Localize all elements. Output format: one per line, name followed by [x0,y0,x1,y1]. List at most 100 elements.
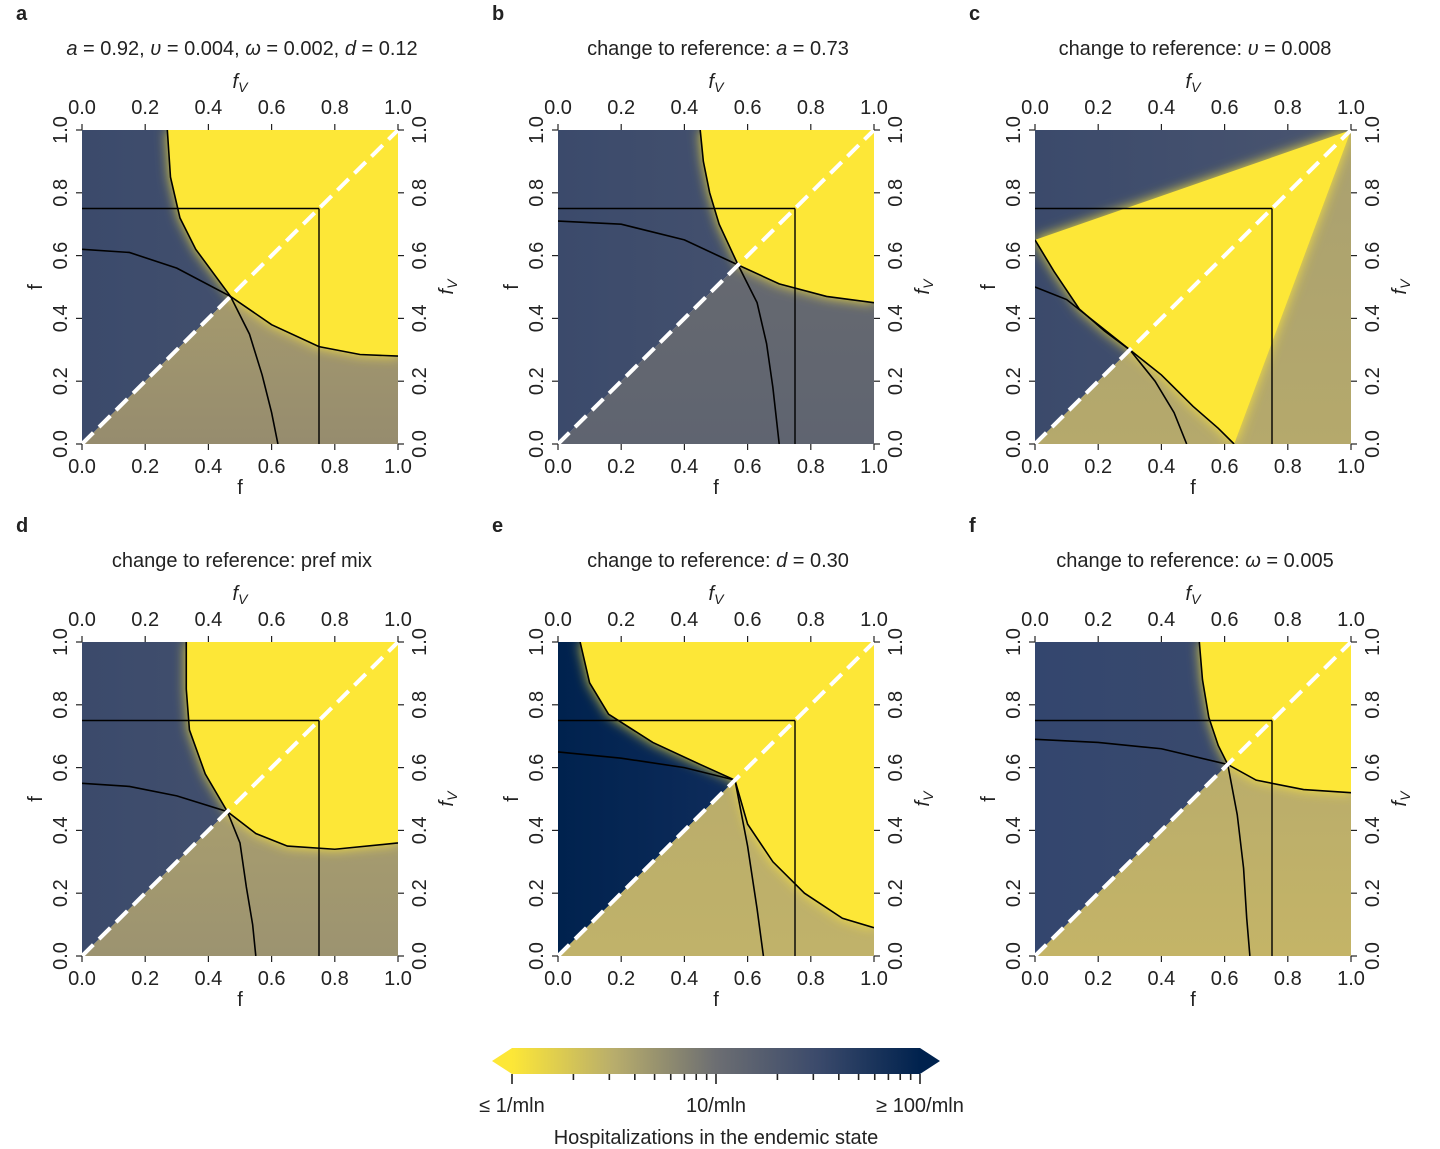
tick-label-top: 0.8 [321,97,349,119]
panel-letter: e [492,515,503,537]
tick-label-left: 0.0 [50,430,72,458]
region-low-hosp-right [230,130,398,357]
tick-label-right: 0.8 [885,179,907,207]
panel-letter: a [16,3,28,25]
tick-label-bottom: 0.2 [607,968,635,990]
y-axis-label: f [501,284,523,290]
tick-label-top: 0.4 [1147,609,1175,631]
tick-label-right: 0.4 [1362,816,1384,844]
tick-label-top: 1.0 [860,97,888,119]
tick-label-top: 1.0 [1337,609,1365,631]
region-low-hosp-right [1129,130,1351,444]
tick-label-right: 0.2 [885,367,907,395]
tick-label-bottom: 0.6 [258,968,286,990]
tick-label-left: 1.0 [1003,628,1025,656]
tick-label-right: 1.0 [1362,628,1384,656]
tick-label-left: 0.8 [50,691,72,719]
tick-label-bottom: 0.0 [68,968,96,990]
contour-line-v [1035,239,1188,444]
heatmap-panel-f: 0.00.00.0 0.00.20.20.2 0.20.40.40.4 0.40.60… [969,515,1413,1011]
colorbar: ≤ 1/mln 10/mln ≥ 100/mln Hospitalizations i… [479,1048,964,1149]
panel-letter: c [969,3,980,25]
tick-label-right: 0.6 [1362,754,1384,782]
diagonal-line [1035,642,1351,956]
colorbar-max-arrow [920,1048,940,1074]
x-axis-label-top: fV [233,583,250,607]
tick-label-left: 0.4 [1003,304,1025,332]
tick-label-left: 0.0 [1003,430,1025,458]
tick-label-right: 1.0 [885,628,907,656]
tick-label-right: 0.8 [1362,691,1384,719]
tick-label-top: 0.8 [1274,97,1302,119]
tick-label-left: 0.8 [526,179,548,207]
tick-label-bottom: 0.8 [1274,968,1302,990]
tick-label-left: 0.0 [526,430,548,458]
tick-label-left: 1.0 [1003,116,1025,144]
tick-label-right: 0.0 [1362,430,1384,458]
panel-title: change to reference: d = 0.30 [587,550,849,572]
y-axis-label: f [978,796,1000,802]
tick-label-top: 0.0 [68,97,96,119]
tick-label-right: 0.2 [1362,879,1384,907]
tick-label-left: 0.4 [526,304,548,332]
tick-label-left: 0.6 [1003,242,1025,270]
tick-label-bottom: 0.6 [1211,968,1239,990]
contour-line-h [82,782,398,851]
tick-label-top: 0.0 [544,97,572,119]
tick-label-top: 0.6 [1211,609,1239,631]
tick-label-left: 1.0 [526,628,548,656]
y-axis-label-right: fV [436,790,460,807]
tick-label-bottom: 0.6 [734,968,762,990]
tick-label-right: 1.0 [409,116,431,144]
tick-label-left: 0.4 [50,816,72,844]
tick-label-bottom: 0.2 [607,456,635,478]
tick-label-right: 0.4 [885,816,907,844]
tick-label-right: 0.0 [409,942,431,970]
tick-label-bottom: 0.2 [1084,456,1112,478]
tick-label-left: 0.6 [50,242,72,270]
tick-label-bottom: 0.8 [321,456,349,478]
tick-label-bottom: 1.0 [384,456,412,478]
tick-label-right: 0.2 [885,879,907,907]
tick-label-top: 1.0 [860,609,888,631]
tick-label-bottom: 1.0 [1337,456,1365,478]
y-axis-label: f [25,796,47,802]
diagonal-line [82,130,398,444]
tick-label-right: 0.2 [1362,367,1384,395]
panel-title: change to reference: ω = 0.005 [1056,550,1333,572]
tick-label-top: 0.2 [131,97,159,119]
panel-title: change to reference: a = 0.73 [587,38,849,60]
y-axis-label-right: fV [436,278,460,295]
x-axis-label: f [1190,989,1196,1011]
contour-line-v [579,642,765,956]
contour-line-h [558,751,874,929]
tick-label-left: 0.0 [50,942,72,970]
tick-label-top: 0.8 [797,97,825,119]
tick-label-top: 0.6 [258,609,286,631]
tick-label-left: 0.8 [526,691,548,719]
tick-label-bottom: 0.4 [670,456,698,478]
tick-label-bottom: 0.2 [1084,968,1112,990]
colorbar-tick-label: ≥ 100/mln [876,1095,964,1117]
tick-label-left: 0.2 [1003,367,1025,395]
tick-label-top: 0.0 [544,609,572,631]
tick-label-right: 0.4 [885,304,907,332]
y-axis-label-right: fV [912,278,936,295]
tick-label-left: 0.8 [50,179,72,207]
heatmap-panel-e: 0.00.00.0 0.00.20.20.2 0.20.40.40.4 0.40.60… [492,515,936,1011]
tick-label-bottom: 0.2 [131,968,159,990]
y-axis-label: f [978,284,1000,290]
tick-label-left: 0.6 [526,754,548,782]
tick-label-bottom: 1.0 [1337,968,1365,990]
tick-label-right: 0.8 [1362,179,1384,207]
tick-label-bottom: 0.8 [797,456,825,478]
tick-label-bottom: 0.8 [797,968,825,990]
contour-line-h [82,248,398,357]
x-axis-label: f [237,989,243,1011]
tick-label-top: 0.0 [68,609,96,631]
y-axis-label-right: fV [1389,278,1413,295]
tick-label-left: 0.2 [526,367,548,395]
heatmap-panel-a: 0.00.00.0 0.00.20.20.2 0.20.40.40.4 0.40.60… [16,3,460,499]
tick-label-left: 0.2 [1003,879,1025,907]
